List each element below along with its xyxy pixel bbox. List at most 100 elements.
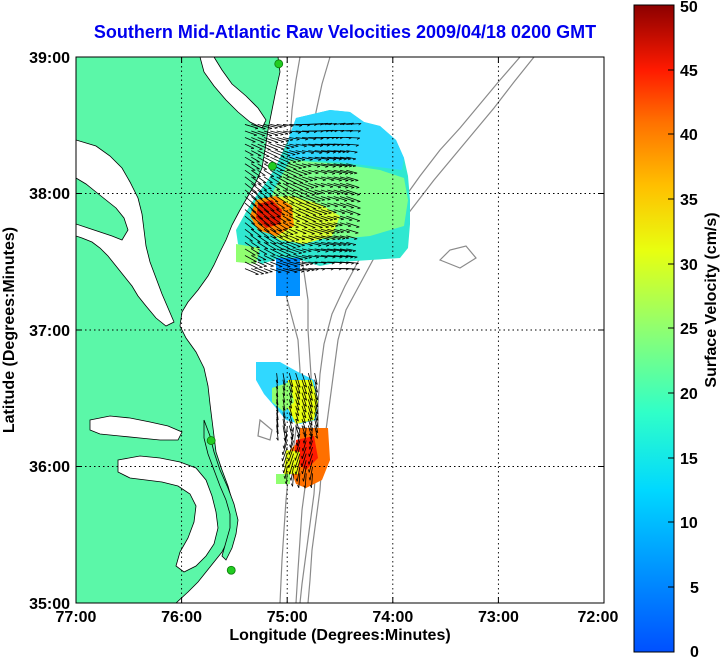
velocity-arrow-head: [347, 244, 351, 246]
velocity-arrow: [308, 228, 323, 234]
y-tick-label: 35:00: [29, 596, 70, 613]
velocity-arrow-head: [310, 391, 313, 394]
velocity-arrow: [327, 150, 342, 153]
velocity-arrow: [301, 446, 307, 459]
velocity-arrow: [263, 124, 278, 129]
velocity-arrow-head: [315, 389, 318, 393]
velocity-arrow: [282, 163, 297, 170]
velocity-arrow: [346, 228, 359, 234]
velocity-arrow: [301, 169, 312, 174]
velocity-arrow-head: [268, 135, 272, 137]
velocity-arrow-head: [327, 199, 331, 201]
velocity-arrow: [289, 176, 303, 184]
velocity-arrow-head: [341, 212, 346, 215]
velocity-arrow-head: [315, 424, 319, 428]
velocity-arrow-head: [297, 484, 300, 488]
velocity-arrow: [270, 222, 283, 231]
velocity-arrow-head: [297, 384, 301, 388]
velocity-arrow: [346, 123, 362, 125]
velocity-arrow-head: [344, 165, 348, 168]
velocity-arrow-head: [332, 244, 336, 247]
velocity-arrow: [333, 189, 348, 195]
velocity-arrow: [251, 268, 264, 275]
velocity-arrow: [286, 473, 288, 485]
velocity-arrow-head: [350, 180, 354, 182]
velocity-arrow-head: [342, 237, 346, 240]
velocity-arrow-head: [346, 231, 350, 234]
velocity-arrow: [289, 189, 303, 197]
velocity-arrow-head: [308, 461, 310, 465]
velocity-arrow-head: [332, 151, 336, 154]
velocity-arrow: [270, 130, 284, 135]
velocity-arrow: [251, 124, 266, 129]
velocity-arrow: [251, 150, 262, 157]
velocity-arrow: [289, 163, 302, 169]
velocity-arrow: [251, 209, 263, 220]
velocity-arrow-head: [314, 179, 318, 181]
velocity-arrow: [295, 202, 310, 210]
velocity-arrow-head: [330, 186, 334, 188]
velocity-arrow: [289, 196, 303, 204]
velocity-arrow: [307, 425, 312, 437]
velocity-arrow-head: [328, 212, 332, 214]
velocity-arrow: [301, 392, 307, 407]
velocity-arrow: [301, 189, 315, 196]
velocity-arrow-head: [307, 124, 311, 127]
velocity-arrow: [333, 122, 346, 125]
velocity-arrow: [295, 248, 307, 253]
velocity-arrow: [257, 215, 270, 226]
velocity-arrow-head: [320, 192, 324, 194]
velocity-arrow: [282, 446, 288, 462]
velocity-arrow-head: [296, 153, 300, 155]
velocity-arrow: [308, 176, 318, 180]
velocity-arrow: [333, 163, 348, 167]
velocity-arrow: [294, 446, 301, 461]
velocity-arrow-head: [280, 141, 284, 143]
x-axis-label: Longitude (Degrees:Minutes): [229, 627, 450, 644]
velocity-arrow: [346, 215, 361, 222]
velocity-arrow: [314, 169, 328, 174]
map-title: Southern Mid-Atlantic Raw Velocities 200…: [93, 22, 597, 42]
velocity-arrow-head: [343, 244, 347, 247]
velocity-arrow: [333, 248, 348, 252]
velocity-arrow: [244, 196, 257, 207]
velocity-arrow: [263, 248, 276, 256]
colorbar-tick-label: 35: [680, 192, 698, 209]
velocity-arrow-head: [295, 145, 299, 148]
velocity-arrow: [302, 440, 307, 452]
velocity-arrow: [276, 196, 287, 203]
velocity-arrow-head: [356, 194, 360, 196]
velocity-arrow: [263, 255, 275, 261]
velocity-arrow-head: [302, 478, 304, 482]
y-tick-label: 38:00: [29, 186, 70, 203]
velocity-arrow-head: [303, 409, 307, 413]
velocity-arrow: [303, 466, 307, 482]
velocity-arrow-head: [276, 431, 279, 435]
velocity-arrow-head: [319, 227, 323, 229]
velocity-arrow-head: [321, 185, 325, 188]
velocity-arrow-head: [302, 152, 306, 154]
velocity-arrow-head: [337, 193, 341, 195]
velocity-arrow: [263, 242, 277, 250]
velocity-arrow: [251, 130, 265, 137]
velocity-arrow-head: [331, 179, 335, 182]
velocity-arrow-head: [310, 263, 314, 266]
velocity-arrow: [282, 196, 295, 204]
velocity-arrow: [333, 156, 347, 160]
velocity-arrow-head: [304, 398, 307, 401]
velocity-arrow: [295, 183, 309, 190]
velocity-arrow: [244, 261, 258, 269]
y-tick-label: 39:00: [29, 50, 70, 67]
velocity-arrow: [244, 130, 257, 136]
velocity-arrow-head: [308, 453, 310, 457]
velocity-arrow: [289, 209, 301, 216]
albemarle-sound: [89, 415, 183, 441]
velocity-arrow: [307, 412, 313, 426]
velocity-arrow: [346, 209, 361, 215]
colorbar-tick-label: 15: [680, 451, 698, 468]
velocity-arrow: [263, 137, 279, 143]
velocity-arrow-head: [315, 397, 319, 401]
velocity-arrow: [327, 183, 342, 188]
velocity-arrow: [295, 130, 310, 133]
velocity-arrow: [301, 399, 307, 413]
